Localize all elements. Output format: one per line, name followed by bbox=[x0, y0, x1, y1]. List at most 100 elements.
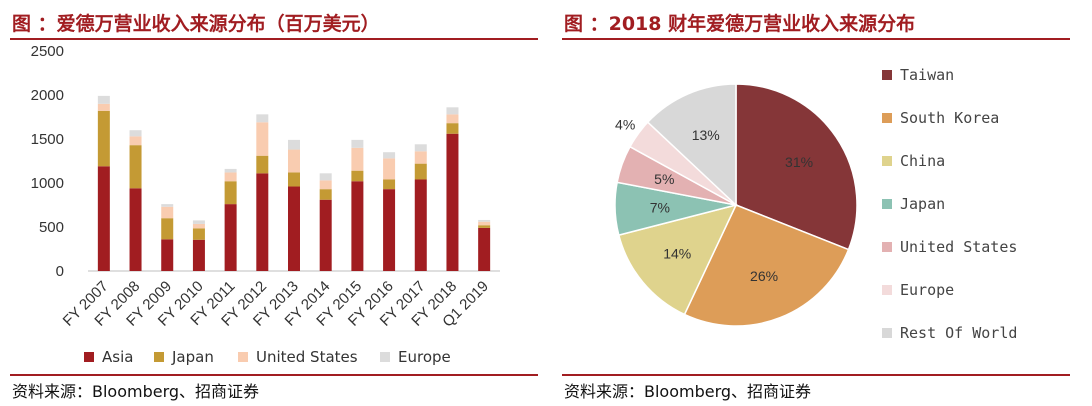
pie-slice-south-korea bbox=[683, 204, 850, 327]
legend-label: China bbox=[900, 152, 946, 170]
left-source-note: 资料来源：Bloomberg、招商证券 bbox=[12, 382, 260, 401]
legend-swatch bbox=[882, 156, 892, 166]
legend-item-japan: Japan bbox=[154, 348, 214, 366]
pie-value-label: 7% bbox=[650, 199, 670, 215]
y-tick-label: 1000 bbox=[31, 175, 64, 192]
legend-label: Asia bbox=[102, 348, 134, 366]
right-panel: 图 ：2018 财年爱德万营业收入来源分布 31% 26% 14% 7% 5% 4% 13%… bbox=[552, 0, 1072, 406]
bar-segment-asia bbox=[97, 166, 110, 271]
right-source-rule bbox=[562, 374, 1070, 376]
legend-label: Europe bbox=[398, 348, 451, 366]
legend-swatch bbox=[882, 113, 892, 123]
legend-item-united-states: United States bbox=[882, 238, 1017, 256]
legend-item-taiwan: Taiwan bbox=[882, 66, 954, 84]
bar-segment-europe bbox=[478, 219, 491, 222]
left-panel: 图 ：爱德万营业收入来源分布（百万美元） 0 500 1000 1500 2000 250… bbox=[0, 0, 540, 406]
bar-segment-united-states bbox=[224, 172, 237, 182]
bar-segment-united-states bbox=[256, 122, 269, 156]
right-title-rule bbox=[562, 38, 1070, 40]
legend-label: United States bbox=[256, 348, 358, 366]
legend-label: United States bbox=[900, 238, 1018, 256]
bar-segment-europe bbox=[446, 107, 459, 115]
pie-value-label: 13% bbox=[692, 127, 720, 143]
legend-label: Europe bbox=[900, 281, 955, 299]
bar-segment-europe bbox=[319, 173, 332, 181]
bar-segment-asia bbox=[383, 189, 396, 271]
right-source-note: 资料来源：Bloomberg、招商证券 bbox=[564, 382, 812, 401]
y-tick-label: 2500 bbox=[31, 43, 64, 60]
bar-segment-united-states bbox=[383, 158, 396, 180]
y-tick-label: 0 bbox=[56, 263, 64, 280]
legend-label: Japan bbox=[172, 348, 214, 366]
bar-segment-asia bbox=[161, 239, 174, 271]
legend-swatch bbox=[882, 199, 892, 209]
bar-segment-asia bbox=[319, 199, 332, 271]
legend-label: Taiwan bbox=[900, 66, 955, 84]
pie-slice-rest-of-world bbox=[646, 83, 737, 207]
legend-item-china: China bbox=[882, 152, 945, 170]
legend-item-japan: Japan bbox=[882, 195, 945, 213]
bar-segment-united-states bbox=[129, 136, 142, 146]
bar-segment-europe bbox=[351, 139, 364, 148]
pie-value-label: 26% bbox=[750, 268, 778, 284]
left-title-rule bbox=[10, 38, 538, 40]
bar-segment-japan bbox=[288, 172, 300, 187]
bar-segment-japan bbox=[414, 163, 427, 180]
bar-segment-japan bbox=[97, 110, 110, 167]
bar-segment-japan bbox=[478, 225, 491, 228]
bar-segment-europe bbox=[129, 130, 142, 137]
bar-segment-asia bbox=[288, 186, 300, 271]
legend-swatch bbox=[84, 352, 94, 362]
legend-swatch bbox=[882, 328, 892, 338]
legend-swatch bbox=[882, 285, 892, 295]
bar-segment-asia bbox=[256, 173, 269, 271]
bar-segment-europe bbox=[414, 144, 427, 152]
legend-item-europe: Europe bbox=[882, 281, 954, 299]
bar-segment-asia bbox=[192, 239, 205, 271]
legend-item-europe: Europe bbox=[380, 348, 451, 366]
bar-segment-japan bbox=[256, 155, 269, 174]
bar-segment-europe bbox=[97, 95, 110, 104]
bar-segment-united-states bbox=[192, 223, 205, 229]
bar-segment-europe bbox=[161, 204, 174, 207]
legend-swatch bbox=[154, 352, 164, 362]
bar-segment-united-states bbox=[446, 114, 459, 124]
pie-value-label: 4% bbox=[615, 116, 635, 132]
pie-value-label: 14% bbox=[663, 246, 691, 262]
bar-segment-asia bbox=[351, 181, 364, 271]
legend-item-rest-of-world: Rest Of World bbox=[882, 324, 1017, 342]
pie-slice-china bbox=[617, 203, 738, 316]
bar-segment-asia bbox=[129, 188, 142, 271]
bar-segment-united-states bbox=[351, 147, 364, 171]
legend-swatch bbox=[380, 352, 390, 362]
pie-value-label: 31% bbox=[785, 154, 813, 170]
left-source-rule bbox=[10, 374, 538, 376]
right-panel-title: 图 ：2018 财年爱德万营业收入来源分布 bbox=[564, 13, 916, 35]
bar-segment-united-states bbox=[97, 103, 110, 111]
legend-item-south-korea: South Korea bbox=[882, 109, 999, 127]
legend-swatch bbox=[882, 242, 892, 252]
legend-label: South Korea bbox=[900, 109, 1000, 127]
bar-segment-asia bbox=[446, 133, 459, 271]
bar-segment-europe bbox=[288, 139, 300, 150]
bar-segment-japan bbox=[351, 170, 364, 182]
bar-segment-japan bbox=[446, 123, 459, 134]
pie-slice-taiwan bbox=[735, 83, 858, 251]
bar-segment-united-states bbox=[288, 149, 300, 173]
bar-segment-japan bbox=[129, 145, 142, 189]
legend-swatch bbox=[882, 70, 892, 80]
bar-segment-europe bbox=[256, 114, 269, 123]
legend-item-asia: Asia bbox=[84, 348, 133, 366]
bar-segment-japan bbox=[383, 179, 396, 190]
bar-segment-europe bbox=[224, 168, 237, 173]
legend-swatch bbox=[238, 352, 248, 362]
y-tick-label: 1500 bbox=[31, 131, 64, 148]
bar-segment-asia bbox=[478, 227, 491, 271]
left-panel-title: 图 ：爱德万营业收入来源分布（百万美元） bbox=[12, 13, 380, 35]
bar-segment-united-states bbox=[478, 221, 491, 226]
bar-segment-united-states bbox=[414, 151, 427, 164]
legend-item-united-states: United States bbox=[238, 348, 358, 366]
y-tick-label: 500 bbox=[39, 219, 64, 236]
pie-value-label: 5% bbox=[654, 171, 674, 187]
